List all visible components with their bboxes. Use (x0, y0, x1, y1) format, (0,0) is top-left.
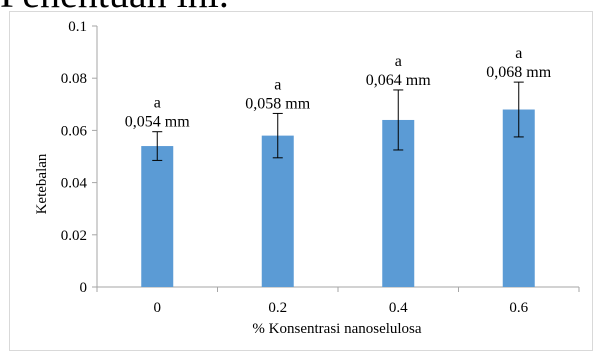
x-tick-label: 0.6 (509, 300, 528, 316)
chart-frame (9, 11, 593, 351)
bar (141, 146, 174, 287)
bar (261, 135, 294, 287)
y-axis-title: Ketebalan (34, 153, 50, 214)
error-bars (152, 81, 524, 161)
y-tick-label: 0.04 (61, 176, 88, 192)
y-tick-label: 0.08 (61, 71, 87, 87)
significance-letter: a (154, 95, 161, 112)
x-axis: 0 0.2 0.4 0.6 (96, 286, 580, 316)
y-tick-label: 0 (80, 280, 88, 296)
value-label: 0,064 mm (366, 72, 431, 89)
significance-letter: a (274, 76, 281, 93)
value-label: 0,054 mm (125, 114, 190, 131)
y-axis: 0 0.02 0.04 0.06 0.08 0.1 (61, 19, 98, 296)
significance-letter: a (395, 53, 402, 70)
significance-letter: a (515, 45, 522, 62)
y-tick-label: 0.06 (61, 123, 88, 139)
bars (141, 109, 535, 288)
x-tick-label: 0.4 (389, 300, 408, 316)
value-label: 0,068 mm (486, 64, 551, 81)
bar (502, 109, 535, 288)
value-label: 0,058 mm (245, 95, 310, 112)
y-tick-label: 0.02 (61, 228, 87, 244)
data-labels: a 0,054 mm a 0,058 mm a 0,064 mm a 0,068 mm (125, 45, 552, 131)
x-tick-label: 0.2 (268, 300, 287, 316)
y-tick-label: 0.1 (68, 19, 87, 35)
x-tick-label: 0 (154, 300, 162, 316)
x-axis-title: % Konsentrasi nanoselulosa (252, 321, 421, 337)
